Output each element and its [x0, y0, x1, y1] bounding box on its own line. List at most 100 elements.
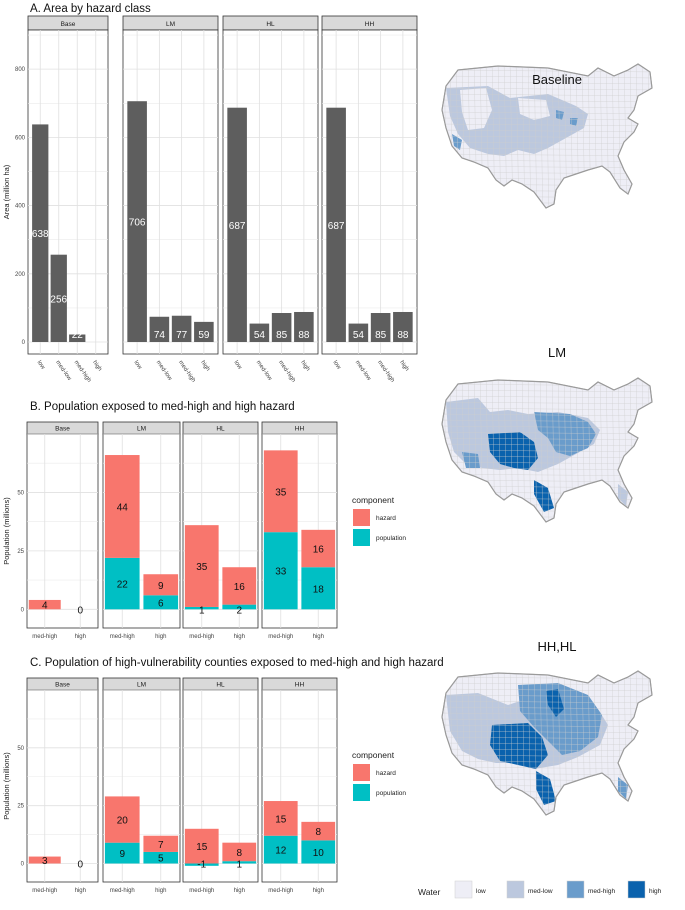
county-line — [442, 443, 652, 447]
chart-c-facet-base: Base 3 med-high 0 high — [26, 677, 99, 894]
county-line — [442, 64, 652, 67]
legend-title: component — [352, 750, 395, 760]
county-line — [539, 64, 544, 208]
x-tick-high: high — [299, 360, 310, 373]
x-tick-med-low: med-low — [255, 360, 273, 383]
county-line — [442, 718, 652, 722]
x-tick-high: high — [75, 634, 86, 640]
bar-med-low — [149, 316, 170, 342]
x-tick-high: high — [199, 360, 210, 373]
x-tick-low: low — [132, 360, 142, 371]
county-line — [623, 378, 628, 522]
county-line — [551, 64, 556, 208]
bar-high-hazard — [222, 842, 257, 862]
y-tick-0: 0 — [21, 861, 25, 867]
map-legend-label-high: high — [649, 888, 662, 895]
facet-strip-label: Base — [55, 682, 70, 689]
x-tick-med-high: med-high — [32, 888, 57, 894]
bar-med-low — [50, 254, 67, 342]
county-line — [442, 141, 652, 145]
map-legend-label-med-high: med-high — [588, 888, 615, 895]
county-line — [545, 378, 550, 522]
county-line — [438, 372, 441, 532]
x-tick-med-low: med-low — [54, 360, 72, 383]
bar-high-hazard — [222, 567, 257, 605]
map-0-title: Baseline — [532, 72, 582, 87]
x-tick-low: low — [232, 360, 242, 371]
chart-c-title: C. Population of high-vulnerability coun… — [30, 657, 444, 669]
facet-strip-label: HH — [365, 21, 375, 28]
bar-label-med-low: 256 — [50, 294, 67, 305]
bar-label-med-high: 77 — [176, 330, 188, 341]
county-line — [442, 413, 652, 417]
county-line — [442, 449, 652, 453]
bar-label-med-high: 22 — [72, 330, 84, 341]
x-tick-med-high: med-high — [73, 360, 92, 384]
legend-label-population: population — [376, 535, 406, 542]
bar-med-high-hazard — [184, 525, 219, 607]
panel-background — [26, 689, 99, 883]
bar-med-high-hazard — [104, 455, 140, 558]
county-line — [442, 748, 652, 752]
bar-label-med-high-population: 12 — [275, 846, 287, 857]
x-tick-high: high — [313, 634, 324, 640]
county-line — [539, 671, 544, 815]
county-line — [623, 64, 628, 208]
x-tick-med-high: med-high — [277, 360, 296, 384]
bar-med-high — [171, 315, 192, 342]
bar-high-population — [143, 595, 179, 610]
chart-a-facet-base: Base 638 low 256 med-low 22 med-high high — [27, 15, 109, 384]
bar-med-high-hazard — [263, 450, 298, 533]
bar-high — [194, 321, 214, 342]
y-tick-800: 800 — [15, 67, 26, 73]
bar-label-med-low: 74 — [154, 330, 166, 341]
x-tick-high: high — [234, 888, 245, 894]
bar-label-med-high-hazard: 35 — [275, 487, 287, 498]
bar-label-med-high: 85 — [276, 330, 288, 341]
charts-layer: A. Area by hazard class Area (million ha)… — [2, 3, 444, 894]
chart-a-title: A. Area by hazard class — [30, 3, 151, 15]
y-tick-25: 25 — [17, 804, 24, 810]
panel-background — [26, 433, 99, 629]
county-line — [442, 712, 652, 716]
bar-med-high — [271, 313, 292, 342]
county-line — [539, 378, 544, 522]
map-legend-swatch-low — [454, 880, 473, 899]
map-legend-label-low: low — [476, 888, 486, 895]
bar-label-high-population: 1 — [236, 859, 242, 870]
bar-label-high-population: 2 — [236, 605, 242, 616]
county-line — [442, 99, 652, 103]
county-line — [438, 58, 441, 218]
bar-high-population — [222, 861, 257, 864]
facet-strip-label: HL — [266, 21, 275, 28]
chart-c-ylabel: Population (millions) — [2, 752, 11, 820]
x-tick-high: high — [398, 360, 409, 373]
county-line — [443, 64, 448, 208]
bar-label-high-hazard: 9 — [158, 581, 164, 592]
x-tick-low: low — [36, 360, 46, 371]
x-tick-high: high — [313, 888, 324, 894]
chart-b-ylabel: Population (millions) — [2, 497, 11, 565]
legend-label-hazard: hazard — [376, 770, 396, 777]
map-legend: Water low med-low med-high high — [418, 880, 662, 899]
bar-med-high-hazard — [104, 796, 140, 843]
map-zone-2 — [518, 98, 550, 120]
county-line — [442, 671, 652, 674]
map-zone-2 — [490, 723, 548, 769]
county-line — [442, 123, 652, 127]
county-line — [442, 105, 652, 109]
bar-med-high — [370, 313, 391, 342]
county-line — [442, 425, 652, 429]
county-line — [442, 419, 652, 423]
map-legend-label-med-low: med-low — [528, 888, 553, 895]
bar-high-hazard — [143, 574, 179, 596]
y-tick-25: 25 — [17, 549, 24, 555]
y-tick-0: 0 — [22, 340, 26, 346]
county-line — [442, 207, 652, 208]
bar-med-high — [69, 334, 86, 342]
bar-label-high: 59 — [198, 330, 210, 341]
county-line — [442, 700, 652, 704]
legend-swatch-hazard — [353, 509, 370, 526]
chart-b-facet-hh: HH 35 33 med-high 16 18 high — [261, 421, 338, 640]
